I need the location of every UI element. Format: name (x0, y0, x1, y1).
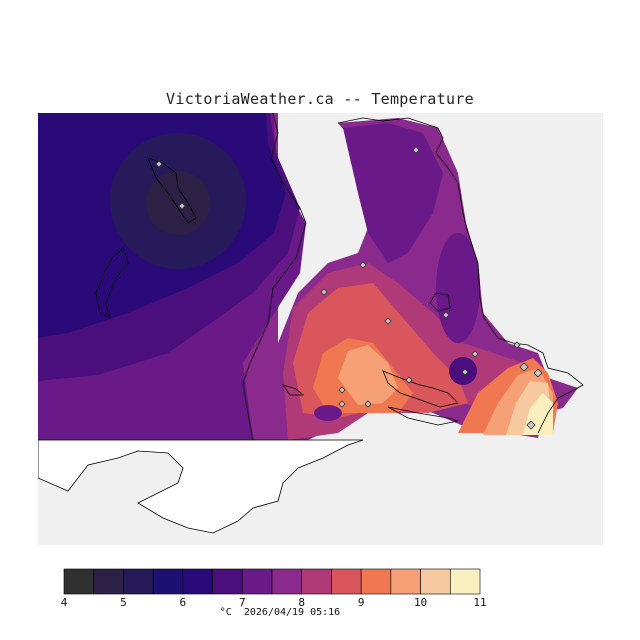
station-marker[interactable] (405, 376, 413, 384)
legend-swatch (331, 568, 362, 595)
color-legend: 4 5 6 7 8 9 10 11 (61, 568, 487, 609)
station-marker[interactable] (359, 261, 367, 269)
units-label: °C (219, 607, 232, 618)
legend-swatch (93, 568, 124, 595)
station-marker[interactable] (526, 420, 536, 430)
legend-tick-label: 6 (180, 596, 187, 609)
legend-tick-label: 8 (298, 596, 305, 609)
station-marker[interactable] (442, 311, 450, 319)
station-marker[interactable] (471, 350, 479, 358)
station-marker[interactable] (338, 386, 346, 394)
legend-tick-label: 5 (120, 596, 127, 609)
station-marker[interactable] (320, 288, 328, 296)
temperature-map (38, 113, 603, 545)
station-marker[interactable] (364, 400, 372, 408)
temperature-field (38, 113, 603, 545)
weather-stations (155, 146, 543, 430)
legend-swatch (390, 568, 421, 595)
legend-swatch (360, 568, 392, 595)
timestamp: 2026/04/19 05:16 (243, 607, 341, 618)
legend-footer: °C 2026/04/19 05:16 (0, 607, 560, 618)
legend-swatches (63, 568, 481, 595)
legend-tick-label: 4 (61, 596, 68, 609)
legend-swatch (449, 568, 481, 595)
legend-swatch (212, 568, 243, 595)
legend-tick-label: 7 (239, 596, 246, 609)
legend-ticks: 4 5 6 7 8 9 10 11 (61, 596, 487, 609)
legend-swatch (420, 568, 451, 595)
legend-tick-label: 9 (358, 596, 365, 609)
station-marker[interactable] (461, 368, 469, 376)
station-marker[interactable] (513, 341, 521, 349)
legend-swatch (152, 568, 184, 595)
coastlines (95, 113, 584, 441)
legend-swatch (123, 568, 154, 595)
legend-swatch (241, 568, 273, 595)
station-marker[interactable] (384, 317, 392, 325)
station-marker[interactable] (519, 362, 529, 372)
legend-swatch (301, 568, 332, 595)
legend-swatch (182, 568, 213, 595)
legend-swatch (63, 568, 95, 595)
station-marker[interactable] (155, 160, 163, 168)
station-marker[interactable] (533, 368, 543, 378)
legend-swatch (271, 568, 303, 595)
map-title: VictoriaWeather.ca -- Temperature (166, 90, 474, 108)
station-marker[interactable] (412, 146, 420, 154)
legend-tick-label: 10 (414, 596, 427, 609)
legend-tick-label: 11 (473, 596, 486, 609)
station-marker[interactable] (178, 202, 186, 210)
station-marker[interactable] (338, 400, 346, 408)
